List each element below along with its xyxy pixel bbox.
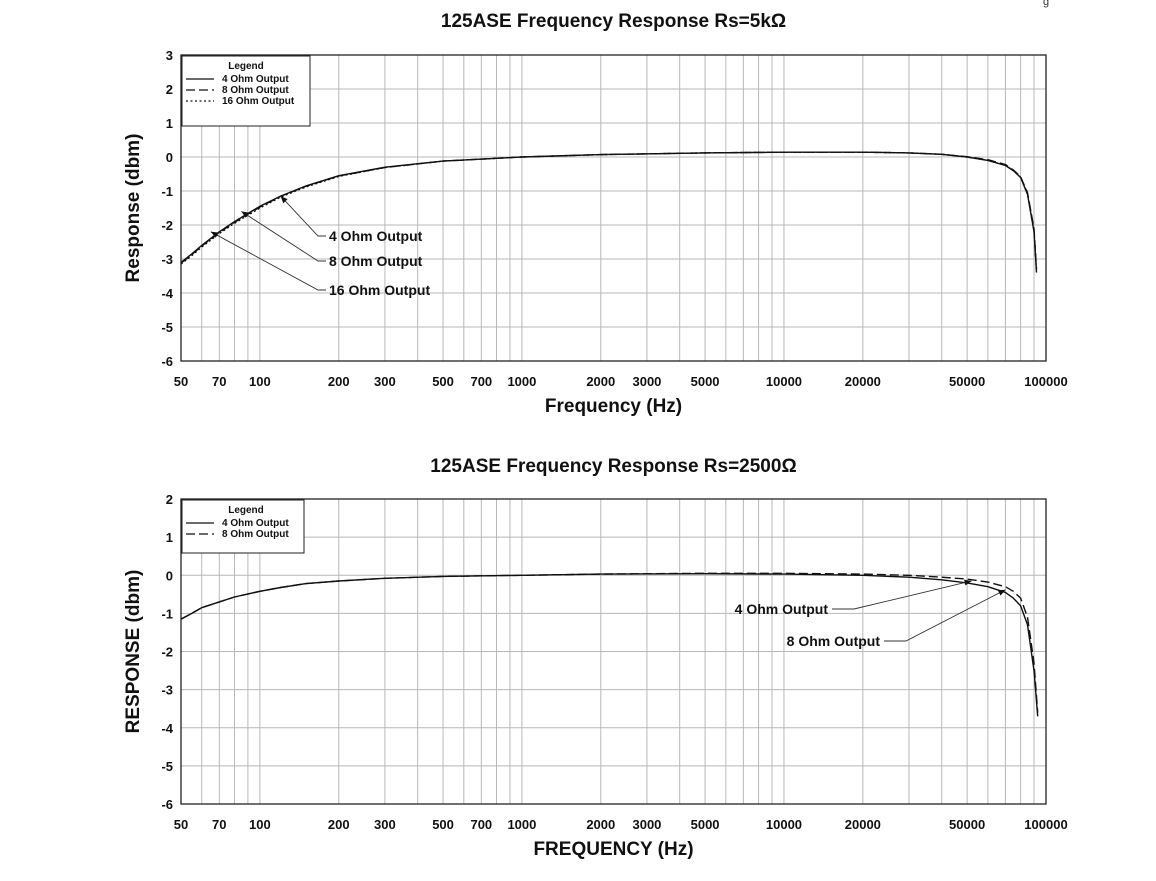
- x-tick-label: 700: [470, 374, 492, 389]
- y-tick-label: 2: [166, 82, 173, 97]
- y-tick-label: -6: [161, 354, 173, 369]
- x-axis-title: FREQUENCY (Hz): [533, 839, 693, 860]
- legend-title: Legend: [228, 61, 264, 72]
- y-tick-label: 3: [166, 48, 173, 63]
- grid: [181, 55, 1046, 361]
- callout-arrowhead: [241, 211, 249, 218]
- y-axis-title: Response (dbm): [123, 134, 144, 283]
- callout-leader: [884, 589, 1006, 642]
- callout-label: 4 Ohm Output: [329, 228, 423, 244]
- x-tick-label: 200: [328, 817, 350, 832]
- x-tick-label: 1000: [507, 817, 536, 832]
- legend-label: 8 Ohm Output: [222, 85, 289, 96]
- x-tick-label: 3000: [632, 374, 661, 389]
- callout-leader: [280, 195, 326, 237]
- y-tick-label: 1: [166, 530, 173, 545]
- legend-label: 8 Ohm Output: [222, 529, 289, 540]
- x-tick-label: 50000: [949, 374, 985, 389]
- x-tick-label: 70: [212, 817, 226, 832]
- y-tick-label: -6: [161, 797, 173, 812]
- legend-label: 16 Ohm Output: [222, 96, 295, 107]
- y-tick-label: -4: [161, 721, 173, 736]
- x-tick-label: 70: [212, 374, 226, 389]
- x-tick-label: 1000: [507, 374, 536, 389]
- x-tick-label: 100: [249, 374, 271, 389]
- callout-arrowhead: [997, 589, 1006, 596]
- callout-label: 8 Ohm Output: [787, 633, 881, 649]
- callout-arrowhead: [210, 231, 219, 238]
- legend-label: 4 Ohm Output: [222, 518, 289, 529]
- callout-label: 4 Ohm Output: [735, 601, 829, 617]
- y-tick-label: -5: [161, 320, 173, 335]
- x-tick-label: 500: [432, 817, 454, 832]
- x-tick-label: 200: [328, 374, 350, 389]
- series-line-8-ohm-output: [180, 151, 1038, 270]
- x-tick-label: 100000: [1024, 374, 1067, 389]
- y-tick-label: 0: [166, 150, 173, 165]
- y-tick-label: 0: [166, 568, 173, 583]
- x-tick-label: 500: [432, 374, 454, 389]
- x-tick-label: 10000: [766, 374, 802, 389]
- callout-label: 8 Ohm Output: [329, 253, 423, 269]
- series-line-4-ohm-output: [180, 573, 1039, 717]
- callout-arrowhead: [280, 196, 288, 204]
- x-tick-label: 300: [374, 374, 396, 389]
- x-tick-label: 50: [174, 374, 188, 389]
- x-tick-label: 700: [470, 817, 492, 832]
- y-tick-label: -1: [161, 184, 173, 199]
- callout-arrowhead: [964, 579, 972, 586]
- x-tick-label: 5000: [691, 817, 720, 832]
- x-tick-label: 300: [374, 817, 396, 832]
- y-tick-label: -2: [161, 218, 173, 233]
- callout-leader: [832, 580, 972, 610]
- y-tick-label: -2: [161, 645, 173, 660]
- callout-leader: [210, 231, 326, 291]
- legend-box: [181, 499, 305, 554]
- legend-title: Legend: [228, 505, 264, 516]
- x-tick-label: 2000: [586, 374, 615, 389]
- chart-2: 125ASE Frequency Response Rs=2500Ω FREQUE…: [123, 456, 1068, 860]
- chart-title: 125ASE Frequency Response Rs=2500Ω: [430, 456, 796, 477]
- chart-title: 125ASE Frequency Response Rs=5kΩ: [441, 11, 786, 32]
- y-tick-label: 2: [166, 492, 173, 507]
- x-tick-label: 50000: [949, 817, 985, 832]
- y-tick-label: -5: [161, 759, 173, 774]
- legend-box: [181, 55, 311, 127]
- y-tick-label: -3: [161, 683, 173, 698]
- callout-leader: [241, 211, 326, 262]
- x-tick-label: 2000: [586, 817, 615, 832]
- grid: [181, 499, 1046, 804]
- x-tick-label: 10000: [766, 817, 802, 832]
- chart-1: 125ASE Frequency Response Rs=5kΩ Frequenc…: [123, 11, 1068, 417]
- y-tick-label: -1: [161, 606, 173, 621]
- series-line-16-ohm-output: [180, 151, 1038, 271]
- legend-label: 4 Ohm Output: [222, 74, 289, 85]
- y-tick-label: -3: [161, 252, 173, 267]
- y-tick-label: 1: [166, 116, 173, 131]
- plot-frame: [180, 54, 1047, 362]
- x-tick-label: 5000: [691, 374, 720, 389]
- x-axis-title: Frequency (Hz): [545, 396, 682, 417]
- series-line-8-ohm-output: [180, 572, 1039, 713]
- series-line-4-ohm-output: [180, 151, 1038, 273]
- x-tick-label: 20000: [845, 817, 881, 832]
- x-tick-label: 50: [174, 817, 188, 832]
- plot-frame: [180, 498, 1047, 805]
- callout-label: 16 Ohm Output: [329, 282, 430, 298]
- x-tick-label: 3000: [632, 817, 661, 832]
- x-tick-label: 100: [249, 817, 271, 832]
- x-tick-label: 20000: [845, 374, 881, 389]
- y-axis-title: RESPONSE (dbm): [123, 570, 144, 734]
- x-tick-label: 100000: [1024, 817, 1067, 832]
- corner-mark: g: [1043, 0, 1050, 8]
- y-tick-label: -4: [161, 286, 173, 301]
